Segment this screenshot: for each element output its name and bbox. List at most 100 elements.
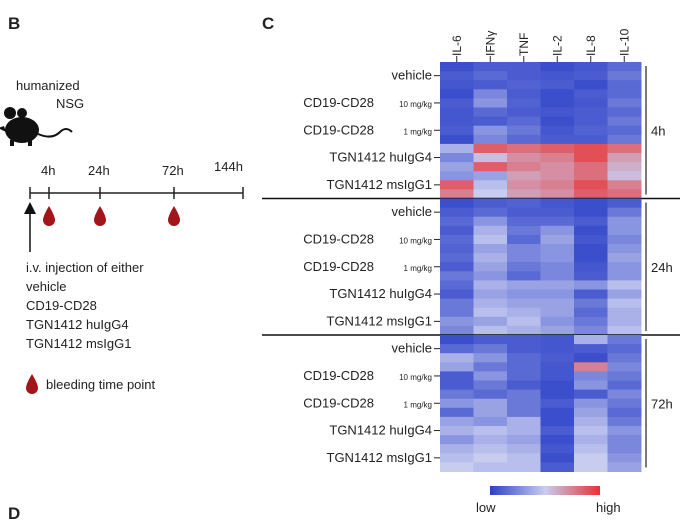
heatmap-cell <box>540 116 575 127</box>
heatmap-cell <box>507 407 541 418</box>
heatmap-cell <box>540 225 575 236</box>
heatmap-cell <box>507 125 541 136</box>
heatmap-cell <box>607 116 642 127</box>
heatmap-cell <box>607 280 642 290</box>
heatmap-cell <box>607 71 642 81</box>
heatmap-cell <box>440 62 474 72</box>
heatmap-cell <box>507 416 541 427</box>
heatmap-cell <box>607 234 642 245</box>
heatmap-cell <box>574 244 608 254</box>
legend-low-label: low <box>476 500 496 515</box>
heatmap-cell <box>574 398 608 409</box>
heatmap-cell <box>473 426 508 436</box>
heatmap-cell <box>440 198 474 209</box>
heatmap-cell <box>607 98 642 108</box>
injection-text-line4: TGN1412 huIgG4 <box>26 317 129 332</box>
heatmap-cell <box>507 271 541 281</box>
timepoint-label-72h: 72h <box>162 163 184 178</box>
heatmap-cell <box>574 271 608 281</box>
panel-letter-b: B <box>8 14 21 33</box>
heatmap-cell <box>473 444 508 454</box>
heatmap-cell <box>507 426 541 436</box>
heatmap-cell <box>574 98 608 108</box>
heatmap-cell <box>507 316 541 327</box>
heatmap-cell <box>574 153 608 163</box>
heatmap-cell <box>440 462 474 472</box>
heatmap-cell <box>473 344 508 354</box>
heatmap-cell <box>540 234 575 245</box>
injection-arrow-icon <box>24 202 36 214</box>
heatmap-cell <box>540 280 575 290</box>
heatmap-cell <box>607 244 642 254</box>
heatmap-cell <box>507 171 541 181</box>
heatmap-cell <box>507 180 541 190</box>
timepoint-label-24h: 24h <box>88 163 110 178</box>
heatmap-cell <box>440 307 474 318</box>
heatmap-cell <box>507 298 541 309</box>
heatmap-cell <box>540 180 575 190</box>
heatmap-cell <box>440 216 474 227</box>
heatmap-cell <box>440 125 474 136</box>
row-label: TGN1412 huIgG4 <box>329 286 432 301</box>
heatmap-cell <box>574 435 608 445</box>
column-label: IFNγ <box>483 31 497 56</box>
heatmap-cell <box>540 298 575 309</box>
heatmap-cell <box>507 89 541 99</box>
row-sublabel: 10 mg/kg <box>399 100 432 109</box>
column-label: IL-6 <box>450 35 464 56</box>
heatmap-cell <box>473 389 508 400</box>
heatmap-cell <box>507 289 541 300</box>
heatmap-cell <box>473 62 508 72</box>
heatmap-cell <box>473 143 508 154</box>
heatmap-cell <box>540 353 575 363</box>
legend-blood-drop-icon <box>26 374 38 394</box>
heatmap-cell <box>473 80 508 90</box>
heatmap-cell <box>574 280 608 290</box>
heatmap-cell <box>440 171 474 181</box>
heatmap-cell <box>440 225 474 236</box>
injection-text-line5: TGN1412 msIgG1 <box>26 336 132 351</box>
heatmap-cell <box>473 153 508 163</box>
heatmap-cell <box>507 134 541 145</box>
legend-colorbar <box>490 486 600 495</box>
heatmap-cell <box>574 189 608 199</box>
row-label: CD19-CD28 <box>303 259 374 274</box>
heatmap-cell <box>507 234 541 245</box>
heatmap-cell <box>473 162 508 172</box>
heatmap-cell <box>607 462 642 472</box>
heatmap-cell <box>473 325 508 336</box>
heatmap-cell <box>507 362 541 372</box>
column-label: IL-2 <box>550 35 564 56</box>
heatmap-cell <box>540 398 575 409</box>
heatmap-cell <box>507 153 541 163</box>
heatmap-cell <box>440 244 474 254</box>
heatmap-cell <box>473 271 508 281</box>
heatmap-cell <box>607 189 642 199</box>
heatmap-cell <box>440 344 474 354</box>
heatmap-cell <box>540 325 575 336</box>
group-label: 24h <box>651 260 673 275</box>
bleeding-legend-label: bleeding time point <box>46 377 156 392</box>
heatmap-cell <box>574 125 608 136</box>
heatmap-cell <box>607 271 642 281</box>
column-label: IL-8 <box>584 35 598 56</box>
heatmap-cell <box>507 216 541 227</box>
heatmap-cell <box>574 89 608 99</box>
heatmap-cell <box>540 407 575 418</box>
heatmap-cell <box>607 289 642 300</box>
heatmap-cell <box>440 398 474 409</box>
heatmap-cell <box>440 426 474 436</box>
row-label: TGN1412 msIgG1 <box>327 177 433 192</box>
heatmap-cell <box>473 198 508 209</box>
heatmap-cell <box>540 71 575 81</box>
heatmap-cell <box>473 189 508 199</box>
heatmap-cell <box>507 371 541 381</box>
heatmap-cell <box>473 398 508 409</box>
column-label: TNF <box>517 33 531 56</box>
heatmap-cell <box>507 225 541 236</box>
heatmap-cell <box>473 462 508 472</box>
heatmap-cell <box>540 389 575 400</box>
heatmap-cell <box>574 180 608 190</box>
heatmap-cell <box>607 335 642 345</box>
heatmap-cell <box>440 71 474 81</box>
